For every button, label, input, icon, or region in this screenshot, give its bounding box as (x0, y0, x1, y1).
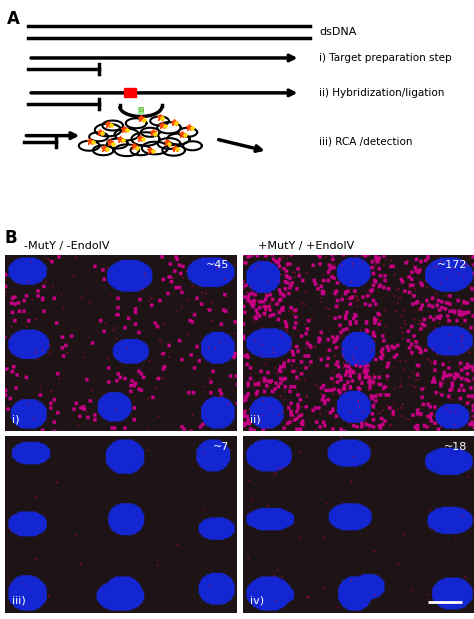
Text: iii): iii) (12, 595, 26, 606)
Text: ~172: ~172 (437, 260, 467, 270)
Text: B: B (5, 230, 18, 248)
Text: G: G (138, 108, 144, 113)
Text: A: A (7, 9, 20, 28)
Text: ii): ii) (250, 414, 260, 424)
Text: i) Target preparation step: i) Target preparation step (319, 53, 452, 63)
Bar (124, 89, 136, 97)
Text: ~7: ~7 (213, 442, 229, 452)
Text: +MutY / +EndoIV: +MutY / +EndoIV (258, 241, 355, 251)
Text: -MutY / -EndoIV: -MutY / -EndoIV (24, 241, 109, 251)
Text: ~45: ~45 (206, 260, 229, 270)
Text: ii) Hybridization/ligation: ii) Hybridization/ligation (319, 88, 445, 98)
Text: iv): iv) (250, 595, 264, 606)
Text: iii) RCA /detection: iii) RCA /detection (319, 136, 413, 146)
Text: ~18: ~18 (444, 442, 467, 452)
Text: dsDNA: dsDNA (319, 27, 356, 37)
Text: i): i) (12, 414, 19, 424)
